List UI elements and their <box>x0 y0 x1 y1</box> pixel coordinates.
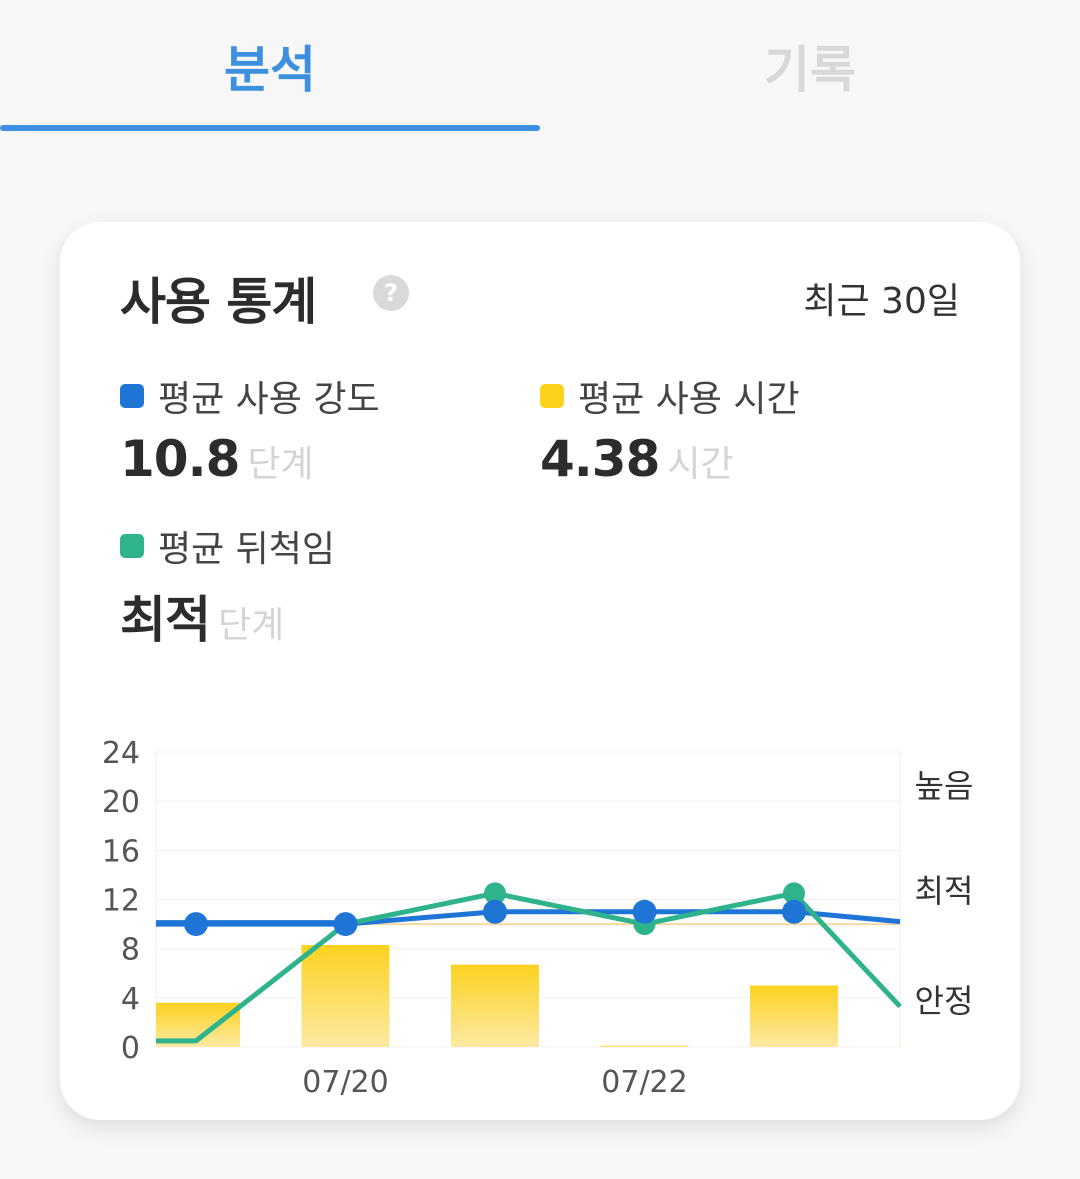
intensity-point <box>333 912 358 937</box>
tossing-point <box>484 882 506 905</box>
y-tick-label: 0 <box>121 1031 140 1066</box>
active-tab-indicator <box>0 125 540 131</box>
stat-time-number: 4.38 <box>540 430 660 488</box>
stat-tossing-number: 최적 <box>120 591 211 649</box>
intensity-point <box>632 899 657 924</box>
stat-intensity-number: 10.8 <box>120 430 240 488</box>
stat-intensity-value: 10.8 단계 <box>120 430 380 488</box>
question-circle-icon[interactable]: ? <box>373 275 409 311</box>
intensity-point <box>483 899 507 924</box>
tab-analysis[interactable]: 분석 <box>0 0 540 135</box>
tab-analysis-label: 분석 <box>224 40 316 99</box>
x-tick-label: 07/22 <box>601 1065 687 1100</box>
time-bar <box>301 944 390 1047</box>
y-tick-label: 16 <box>102 834 140 869</box>
stat-intensity-label-text: 평균 사용 강도 <box>158 379 380 420</box>
right-axis-label: 안정 <box>915 982 974 1020</box>
period-label: 최근 30일 <box>803 281 960 322</box>
y-tick-label: 20 <box>102 785 140 820</box>
usage-stats-card: 사용 통계 ? 최근 30일 평균 사용 강도 10.8 단계 평균 사용 시간 … <box>60 222 1020 1120</box>
legend-swatch-green <box>120 534 144 558</box>
tab-records-label: 기록 <box>764 40 856 99</box>
time-bar <box>750 985 838 1047</box>
stat-tossing: 평균 뒤척임 최적 단계 <box>120 520 335 652</box>
time-bar <box>600 1045 689 1047</box>
stat-tossing-label-text: 평균 뒤척임 <box>158 529 336 570</box>
stat-time-value: 4.38 시간 <box>540 430 800 488</box>
tab-bar: 분석 기록 <box>0 0 1080 135</box>
stat-time-label-text: 평균 사용 시간 <box>578 379 800 420</box>
time-bar <box>451 964 539 1047</box>
stat-intensity-label: 평균 사용 강도 <box>120 370 380 422</box>
right-axis-label: 높음 <box>915 767 974 805</box>
stat-time-label: 평균 사용 시간 <box>540 370 800 422</box>
card-title: 사용 통계 <box>120 273 317 331</box>
tab-records[interactable]: 기록 <box>540 0 1080 135</box>
stat-tossing-label: 평균 뒤척임 <box>120 520 335 572</box>
stat-time-unit: 시간 <box>667 444 734 485</box>
y-tick-label: 8 <box>121 933 140 968</box>
intensity-point <box>782 899 806 924</box>
y-tick-label: 4 <box>121 982 140 1017</box>
stat-tossing-value: 최적 단계 <box>120 580 335 652</box>
legend-swatch-yellow <box>540 384 564 408</box>
stat-intensity: 평균 사용 강도 10.8 단계 <box>120 370 380 488</box>
stat-intensity-unit: 단계 <box>247 444 314 485</box>
intensity-point <box>184 912 208 937</box>
stat-time: 평균 사용 시간 4.38 시간 <box>540 370 800 488</box>
stat-tossing-unit: 단계 <box>218 605 285 646</box>
right-axis-label: 최적 <box>915 872 974 910</box>
tossing-point <box>783 882 805 905</box>
x-tick-label: 07/20 <box>302 1065 388 1100</box>
legend-swatch-blue <box>120 384 144 408</box>
time-bar <box>899 1043 900 1047</box>
y-tick-label: 24 <box>102 736 140 771</box>
y-tick-label: 12 <box>102 884 140 919</box>
